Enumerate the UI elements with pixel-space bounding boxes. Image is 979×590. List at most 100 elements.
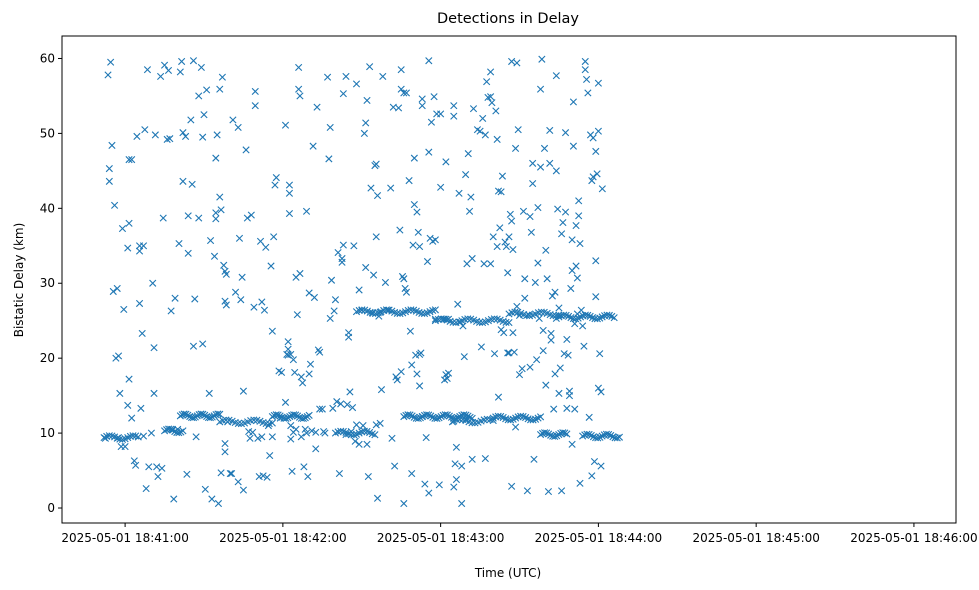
detection-point [235, 234, 244, 242]
detection-point [297, 373, 305, 381]
detection-point [568, 440, 576, 448]
detection-point [333, 398, 341, 406]
detection-point [559, 429, 567, 437]
detection-point [597, 388, 605, 396]
detection-point [429, 306, 437, 315]
detection-point [552, 72, 560, 80]
detection-point [494, 187, 503, 195]
detection-point [373, 494, 382, 502]
detection-point [318, 405, 326, 413]
detection-point [335, 469, 343, 478]
detection-point [243, 214, 251, 222]
detection-point [222, 270, 230, 278]
detection-point [588, 472, 596, 480]
detection-point [427, 118, 436, 126]
plot-frame [61, 35, 957, 524]
detection-point [363, 440, 371, 448]
detection-point [462, 171, 470, 179]
detection-point [382, 306, 391, 314]
detection-point [141, 126, 149, 134]
detection-point [371, 309, 380, 318]
detection-point [452, 443, 461, 451]
detection-point [239, 486, 248, 494]
detection-point [565, 392, 574, 400]
detection-point [489, 233, 497, 241]
detection-point [593, 170, 601, 178]
detection-point [410, 413, 418, 421]
detection-point [437, 110, 445, 118]
detection-point [234, 478, 242, 486]
detection-point [151, 131, 159, 139]
detection-point [502, 318, 510, 326]
detection-point [519, 207, 528, 215]
detection-point [135, 299, 144, 308]
detection-point [290, 411, 298, 419]
detection-point [523, 312, 531, 320]
detection-point [132, 461, 140, 469]
detection-point [507, 416, 515, 424]
y-tick-label: 20 [40, 351, 55, 365]
detection-point [450, 483, 458, 491]
detection-point [510, 348, 518, 356]
detection-point [554, 205, 562, 213]
detection-point [580, 342, 588, 350]
detection-point [284, 345, 292, 353]
detection-point [179, 129, 187, 137]
detection-point [430, 93, 438, 101]
x-tick-label: 2025-05-01 18:42:00 [219, 531, 346, 545]
detection-point [130, 457, 138, 465]
detection-point [549, 312, 557, 320]
detection-point [559, 218, 567, 227]
detection-point [584, 89, 592, 97]
detection-point [418, 95, 426, 103]
detection-point [312, 428, 320, 436]
detection-point [147, 429, 155, 437]
detection-point [217, 206, 225, 214]
detection-point [397, 66, 405, 74]
detection-point [514, 126, 522, 134]
detection-point [587, 431, 595, 440]
detection-point [530, 455, 538, 463]
detection-point [598, 432, 606, 440]
detection-point [352, 80, 361, 88]
detection-point [179, 177, 187, 185]
detection-point [477, 343, 485, 351]
detection-point [534, 203, 542, 212]
detection-point [433, 414, 441, 423]
detection-point [547, 336, 555, 344]
detection-point [377, 386, 386, 394]
detection-point [449, 318, 457, 326]
detection-point [271, 181, 279, 189]
detection-point [408, 469, 416, 478]
detection-point [579, 432, 587, 440]
detection-point [413, 370, 421, 378]
detection-point [304, 472, 312, 481]
detection-point [359, 422, 367, 430]
detection-point [484, 93, 492, 102]
detection-point [576, 479, 584, 487]
detection-point [188, 180, 196, 188]
x-tick-label: 2025-05-01 18:45:00 [692, 531, 819, 545]
detection-point [542, 246, 550, 254]
detection-point [175, 239, 183, 248]
detection-point [376, 419, 384, 427]
detection-point [607, 431, 615, 440]
detection-point [358, 306, 366, 314]
detection-point [258, 298, 266, 306]
detection-point [149, 279, 157, 287]
detection-point [300, 463, 308, 471]
detection-point [581, 66, 589, 74]
detection-point [397, 85, 405, 93]
detection-point [346, 388, 354, 396]
detection-point [543, 275, 551, 283]
detection-point [355, 440, 363, 448]
detection-point [498, 172, 507, 180]
detection-point [125, 219, 133, 227]
detection-point [231, 288, 240, 296]
detection-point [536, 85, 545, 93]
detection-point [437, 412, 445, 421]
detection-point [184, 212, 192, 220]
detection-point [164, 66, 173, 75]
detection-point [596, 350, 604, 358]
detection-point [299, 379, 307, 387]
